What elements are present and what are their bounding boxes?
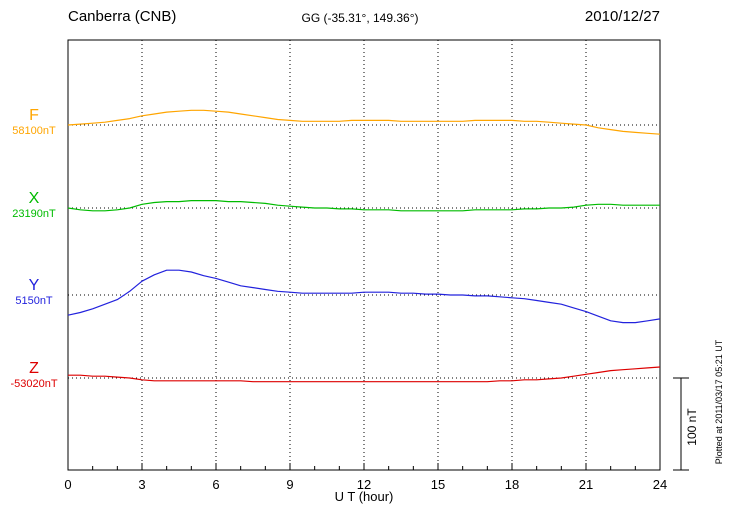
series-baseline-Z: -53020nT	[10, 378, 58, 390]
series-name-Z: Z	[29, 360, 39, 377]
scale-bar-label: 100 nT	[685, 408, 699, 446]
series-baseline-X: 23190nT	[12, 208, 56, 220]
trace-F	[67, 109, 661, 135]
x-tick-label: 6	[212, 477, 219, 492]
x-axis-label: U T (hour)	[335, 489, 394, 504]
series-name-Y: Y	[28, 277, 40, 294]
plotted-at-label: Plotted at 2011/03/17 05:21 UT	[714, 339, 724, 464]
x-tick-label: 18	[505, 477, 519, 492]
series-label-X: X 23190nT	[6, 190, 62, 221]
x-tick-label: 3	[138, 477, 145, 492]
series-label-F: F 58100nT	[6, 107, 62, 138]
station-name: Canberra (CNB)	[68, 8, 177, 25]
x-tick-label: 0	[64, 477, 71, 492]
series-name-F: F	[29, 107, 39, 124]
trace-Z	[68, 366, 661, 383]
series-label-Z: Z -53020nT	[6, 360, 62, 391]
plot-date: 2010/12/27	[584, 8, 660, 25]
scale-bar	[673, 377, 689, 471]
observatory-coords: GG (-35.31°, 149.36°)	[301, 11, 419, 25]
x-tick-label: 24	[653, 477, 667, 492]
x-tick-label: 21	[579, 477, 593, 492]
trace-Y	[67, 269, 661, 324]
series-label-Y: Y 5150nT	[6, 277, 62, 308]
x-tick-label: 9	[286, 477, 293, 492]
series-baseline-F: 58100nT	[12, 125, 56, 137]
x-tick-label: 15	[431, 477, 445, 492]
series-name-X: X	[28, 190, 40, 207]
trace-X	[67, 200, 660, 212]
x-tick-label: 12	[357, 477, 371, 492]
series-baseline-Y: 5150nT	[15, 295, 53, 307]
